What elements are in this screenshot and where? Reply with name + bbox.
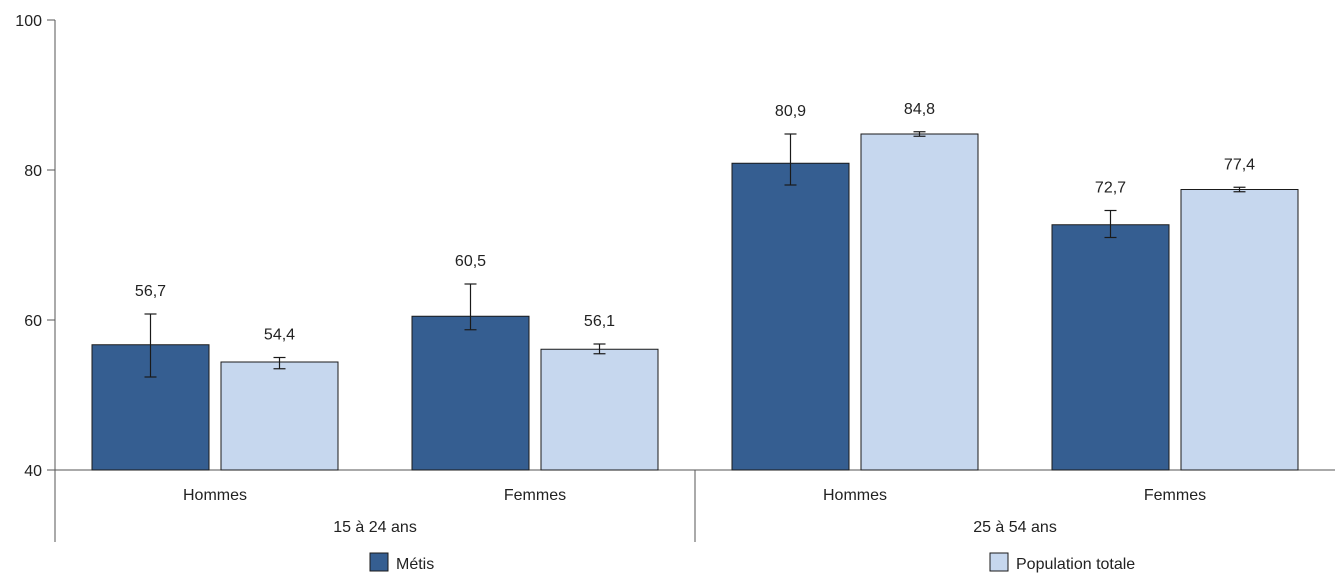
bar-population-totale — [1180, 189, 1299, 471]
category-label: Femmes — [1144, 487, 1206, 504]
data-label: 84,8 — [904, 101, 935, 118]
y-tick-label: 80 — [24, 163, 42, 180]
legend-swatch-population-totale — [989, 552, 1009, 572]
data-label: 56,1 — [584, 313, 615, 330]
category-label: Femmes — [504, 487, 566, 504]
y-tick-label: 40 — [24, 463, 42, 480]
data-label: 77,4 — [1224, 156, 1255, 173]
data-label: 80,9 — [775, 103, 806, 120]
legend-label: Métis — [396, 556, 434, 573]
bar-metis — [411, 315, 530, 471]
y-tick-label: 60 — [24, 313, 42, 330]
bar-population-totale — [860, 133, 979, 471]
group-label: 15 à 24 ans — [333, 519, 417, 536]
data-label: 54,4 — [264, 327, 295, 344]
data-label: 72,7 — [1095, 180, 1126, 197]
legend-swatch-metis — [369, 552, 389, 572]
bar-population-totale — [540, 348, 659, 471]
bar-metis — [731, 162, 850, 471]
data-label: 56,7 — [135, 283, 166, 300]
group-label: 25 à 54 ans — [973, 519, 1057, 536]
y-tick-label: 100 — [15, 13, 42, 30]
category-label: Hommes — [823, 487, 887, 504]
data-label: 60,5 — [455, 253, 486, 270]
bar-population-totale — [220, 361, 339, 471]
bar-metis — [1051, 224, 1170, 471]
legend-label: Population totale — [1016, 556, 1135, 573]
category-label: Hommes — [183, 487, 247, 504]
